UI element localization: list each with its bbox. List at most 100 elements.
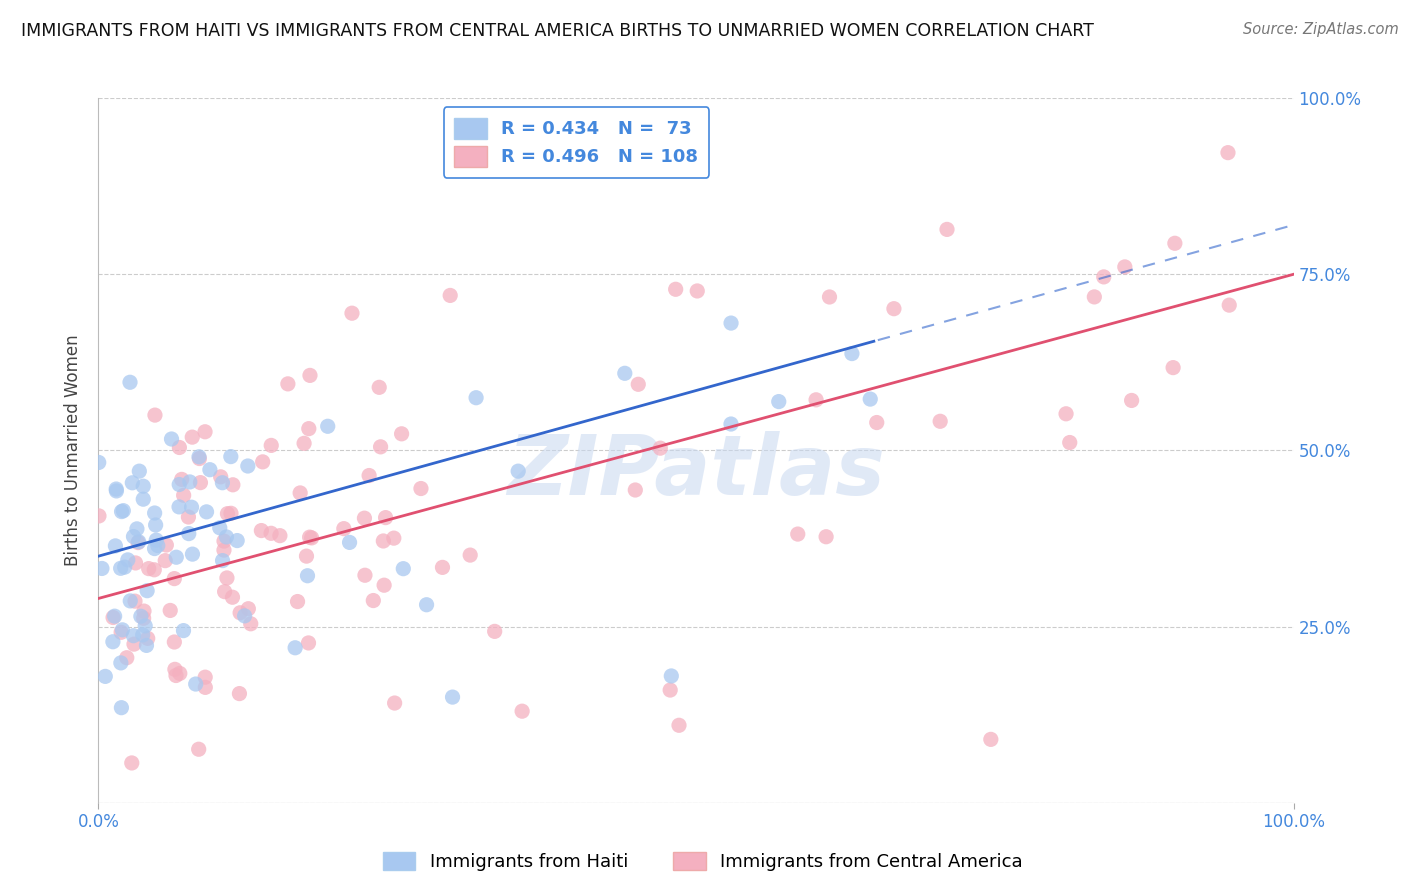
Point	[228, 687, 250, 701]
Point	[214, 584, 236, 599]
Point	[211, 553, 233, 567]
Point	[87, 508, 110, 523]
Point	[114, 560, 136, 574]
Point	[929, 414, 952, 428]
Point	[177, 510, 200, 524]
Point	[287, 594, 309, 608]
Y-axis label: Births to Unmarried Women: Births to Unmarried Women	[65, 334, 83, 566]
Point	[173, 624, 195, 638]
Point	[221, 591, 243, 605]
Point	[219, 450, 242, 464]
Point	[510, 704, 533, 718]
Point	[159, 603, 181, 617]
Point	[128, 464, 150, 478]
Point	[292, 436, 315, 450]
Point	[155, 538, 177, 552]
Point	[866, 416, 889, 430]
Text: ZIPatlas: ZIPatlas	[508, 431, 884, 512]
Point	[354, 568, 377, 582]
Point	[339, 535, 361, 549]
Point	[316, 419, 339, 434]
Point	[121, 475, 143, 490]
Point	[1114, 260, 1136, 274]
Point	[659, 683, 682, 698]
Point	[484, 624, 506, 639]
Point	[222, 477, 245, 491]
Point	[169, 666, 191, 681]
Point	[143, 506, 166, 520]
Point	[353, 511, 375, 525]
Point	[169, 441, 191, 455]
Point	[194, 670, 217, 684]
Point	[117, 553, 139, 567]
Point	[179, 475, 201, 489]
Point	[1218, 298, 1240, 312]
Point	[110, 700, 132, 714]
Point	[818, 290, 841, 304]
Point	[87, 455, 110, 469]
Point	[145, 533, 167, 548]
Point	[110, 656, 132, 670]
Point	[136, 583, 159, 598]
Text: IMMIGRANTS FROM HAITI VS IMMIGRANTS FROM CENTRAL AMERICA BIRTHS TO UNMARRIED WOM: IMMIGRANTS FROM HAITI VS IMMIGRANTS FROM…	[21, 22, 1094, 40]
Point	[269, 529, 291, 543]
Point	[170, 472, 193, 486]
Point	[136, 632, 159, 646]
Point	[163, 662, 186, 676]
Point	[508, 464, 530, 478]
Point	[167, 477, 190, 491]
Point	[143, 541, 166, 556]
Point	[215, 571, 238, 585]
Point	[613, 367, 636, 381]
Point	[110, 561, 132, 575]
Point	[659, 669, 682, 683]
Point	[211, 475, 233, 490]
Point	[236, 458, 259, 473]
Point	[1054, 407, 1077, 421]
Point	[122, 637, 145, 651]
Legend: R = 0.434   N =  73, R = 0.496   N = 108: R = 0.434 N = 73, R = 0.496 N = 108	[444, 107, 709, 178]
Point	[1161, 360, 1184, 375]
Point	[374, 510, 396, 524]
Point	[212, 534, 235, 549]
Point	[298, 530, 321, 544]
Point	[163, 572, 186, 586]
Point	[260, 526, 283, 541]
Point	[146, 539, 169, 553]
Point	[441, 690, 464, 705]
Point	[127, 535, 149, 549]
Point	[458, 548, 481, 562]
Point	[110, 505, 132, 519]
Point	[155, 554, 177, 568]
Point	[624, 483, 647, 497]
Point	[105, 482, 128, 496]
Point	[163, 635, 186, 649]
Point	[815, 530, 838, 544]
Point	[665, 282, 688, 296]
Point	[980, 732, 1002, 747]
Point	[181, 547, 204, 561]
Point	[720, 417, 742, 431]
Point	[104, 609, 127, 624]
Point	[298, 422, 321, 436]
Point	[392, 562, 415, 576]
Point	[219, 506, 242, 520]
Point	[132, 492, 155, 507]
Point	[432, 560, 454, 574]
Point	[226, 533, 249, 548]
Point	[373, 578, 395, 592]
Point	[368, 380, 391, 394]
Point	[94, 669, 117, 683]
Point	[229, 606, 252, 620]
Point	[190, 475, 212, 490]
Point	[173, 488, 195, 502]
Point	[298, 368, 321, 383]
Point	[233, 608, 256, 623]
Point	[180, 500, 202, 515]
Point	[160, 432, 183, 446]
Point	[120, 594, 142, 608]
Point	[138, 561, 160, 575]
Point	[118, 376, 141, 390]
Point	[115, 650, 138, 665]
Point	[111, 623, 134, 637]
